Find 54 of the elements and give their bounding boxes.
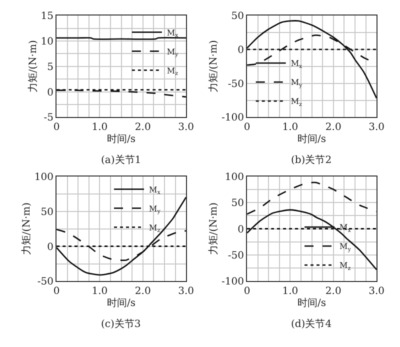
y-tick-label: -50 xyxy=(228,250,244,262)
legend-label: M$_{x}$ xyxy=(149,185,162,196)
legend-label: M$_{x}$ xyxy=(166,28,180,39)
y-tick-label: 0 xyxy=(47,87,54,98)
x-tick-label: 2.0 xyxy=(134,122,151,134)
x-tick-label: 3.0 xyxy=(178,122,194,134)
y-tick-label: 0 xyxy=(238,224,244,236)
text: (b)关节2 xyxy=(291,154,332,166)
legend-label: M$_{x}$ xyxy=(290,59,304,70)
y-tick-label: -100 xyxy=(222,276,244,288)
y-axis-title: 力矩/(N·m) xyxy=(208,40,220,93)
legend-label: M$_{z}$ xyxy=(290,97,302,108)
legend-label: M$_{y}$ xyxy=(290,78,304,89)
y-tick-label: -100 xyxy=(222,112,244,124)
x-tick-label: 1.0 xyxy=(92,286,108,298)
legend-label: M$_{y}$ xyxy=(166,47,180,58)
x-axis-title: 时间/s xyxy=(107,297,136,310)
y-tick-label: -50 xyxy=(228,78,244,90)
y-tick-label: 0 xyxy=(47,242,54,253)
y-axis-title: 力矩/(N·m) xyxy=(208,202,220,256)
y-axis-title: 力矩/(N·m) xyxy=(26,40,39,93)
y-tick-label: 50 xyxy=(40,206,54,218)
x-tick-label: 3.0 xyxy=(178,286,194,298)
y-tick-label: 10 xyxy=(40,36,54,48)
x-tick-label: 1.0 xyxy=(282,122,298,134)
y-tick-label: 50 xyxy=(231,11,244,22)
y-tick-label: 100 xyxy=(34,172,54,183)
y-tick-label: 0 xyxy=(238,44,244,56)
y-tick-label: -5 xyxy=(44,112,54,124)
legend-label: M$_{y}$ xyxy=(149,204,162,215)
legend-label: M$_{x}$ xyxy=(340,223,352,234)
x-tick-label: 1.0 xyxy=(282,286,298,298)
x-axis-title: 时间/s xyxy=(298,297,326,310)
y-tick-label: 15 xyxy=(40,11,54,22)
legend-label: M$_{z}$ xyxy=(166,66,178,77)
x-tick-label: 2.0 xyxy=(134,286,151,298)
x-tick-label: 3.0 xyxy=(368,286,385,298)
legend-label: M$_{z}$ xyxy=(340,261,351,272)
x-tick-label: 3.0 xyxy=(368,122,385,134)
y-tick-label: 100 xyxy=(224,172,244,183)
text: (c)关节3 xyxy=(101,318,141,330)
x-axis-title: 时间/s xyxy=(107,133,136,146)
x-tick-label: 1.0 xyxy=(92,122,108,134)
text: (d)关节4 xyxy=(291,318,332,330)
y-tick-label: -50 xyxy=(37,276,54,288)
text: (a)关节1 xyxy=(101,154,142,166)
legend-label: M$_{z}$ xyxy=(149,223,160,234)
y-tick-label: 5 xyxy=(47,62,54,73)
y-axis-title: 力矩/(N·m) xyxy=(20,202,32,256)
y-tick-label: 50 xyxy=(231,198,244,210)
x-tick-label: 2.0 xyxy=(325,122,342,134)
legend-label: M$_{y}$ xyxy=(340,242,352,253)
x-axis-title: 时间/s xyxy=(298,133,326,146)
x-tick-label: 2.0 xyxy=(325,286,342,298)
